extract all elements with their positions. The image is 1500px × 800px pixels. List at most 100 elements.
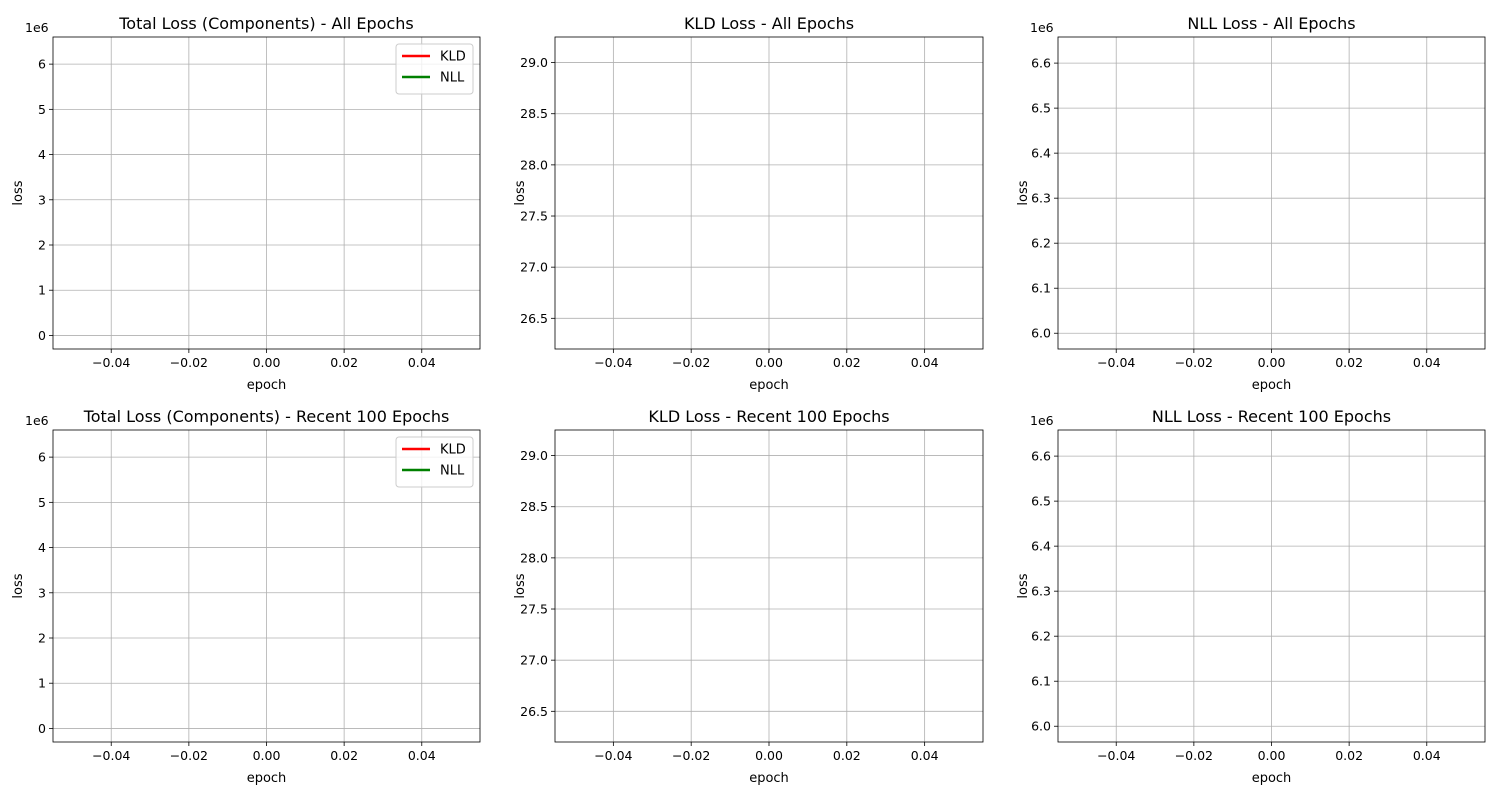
x-tick-label: −0.02 <box>1175 748 1213 763</box>
x-axis-label: epoch <box>1252 378 1292 393</box>
y-tick-label: 6.1 <box>1031 281 1051 296</box>
y-tick-label: 6.5 <box>1031 101 1051 116</box>
y-axis-label: loss <box>1016 573 1031 598</box>
chart-panel-1: −0.04 −0.02 0.00 0.02 0.04 0 1 2 3 4 5 6 1e6 Total Lo… <box>11 14 481 393</box>
y-tick-label: 6.2 <box>1031 236 1051 251</box>
x-tick-label: −0.04 <box>594 748 632 763</box>
legend-label-kld: KLD <box>440 50 466 65</box>
x-tick-label: −0.02 <box>672 355 710 370</box>
y-axis-label: loss <box>11 180 26 205</box>
y-tick-label: 2 <box>38 238 46 253</box>
y-tick-label: 0 <box>38 328 46 343</box>
y-tick-label: 6.1 <box>1031 674 1051 689</box>
chart-title: KLD Loss - Recent 100 Epochs <box>648 407 889 426</box>
chart-panel-4: −0.04 −0.02 0.00 0.02 0.04 0 1 2 3 4 5 6 1e6 Total Lo… <box>11 407 481 786</box>
y-tick-label: 5 <box>38 495 46 510</box>
x-tick-label: 0.02 <box>1335 355 1363 370</box>
chart-title: KLD Loss - All Epochs <box>684 14 854 33</box>
y-tick-label: 2 <box>38 631 46 646</box>
x-tick-label: 0.04 <box>1413 748 1441 763</box>
legend-label-kld: KLD <box>440 443 466 458</box>
y-tick-label: 0 <box>38 721 46 736</box>
y-tick-label: 28.5 <box>520 106 548 121</box>
x-tick-label: 0.00 <box>253 355 281 370</box>
y-tick-label: 6.3 <box>1031 191 1051 206</box>
x-tick-label: −0.04 <box>92 355 130 370</box>
y-axis-label: loss <box>1016 180 1031 205</box>
legend: KLD NLL <box>395 436 474 488</box>
axis-offset-text: 1e6 <box>1030 20 1054 35</box>
y-tick-label: 6.6 <box>1031 56 1051 71</box>
axis-offset-text: 1e6 <box>1030 413 1054 428</box>
y-tick-label: 6.4 <box>1031 539 1051 554</box>
axis-offset-text: 1e6 <box>25 413 49 428</box>
y-tick-label: 27.5 <box>520 602 548 617</box>
y-axis-label: loss <box>513 180 528 205</box>
x-tick-label: −0.04 <box>1097 748 1135 763</box>
y-tick-label: 1 <box>38 676 46 691</box>
y-tick-label: 26.5 <box>520 704 548 719</box>
y-tick-label: 3 <box>38 585 46 600</box>
chart-panel-3: −0.04 −0.02 0.00 0.02 0.04 6.0 6.1 6.2 6.3 6.4 6.5… <box>1016 14 1486 393</box>
chart-panel-6: −0.04 −0.02 0.00 0.02 0.04 6.0 6.1 6.2 6.3 6.4 6.5… <box>1016 407 1486 786</box>
x-tick-label: 0.04 <box>911 355 939 370</box>
x-tick-label: 0.04 <box>1413 355 1441 370</box>
y-tick-label: 3 <box>38 192 46 207</box>
y-tick-label: 6.5 <box>1031 494 1051 509</box>
x-tick-label: 0.04 <box>408 355 436 370</box>
chart-title: Total Loss (Components) - All Epochs <box>118 14 414 33</box>
y-tick-label: 27.0 <box>520 653 548 668</box>
x-tick-label: 0.02 <box>833 355 861 370</box>
y-tick-label: 27.5 <box>520 209 548 224</box>
x-axis-label: epoch <box>749 378 789 393</box>
y-tick-label: 29.0 <box>520 55 548 70</box>
y-tick-label: 6.3 <box>1031 584 1051 599</box>
y-tick-label: 6.0 <box>1031 326 1051 341</box>
y-tick-label: 26.5 <box>520 311 548 326</box>
x-tick-label: −0.02 <box>1175 355 1213 370</box>
x-tick-label: 0.02 <box>330 748 358 763</box>
y-tick-label: 6.4 <box>1031 146 1051 161</box>
x-tick-label: −0.04 <box>1097 355 1135 370</box>
y-tick-label: 5 <box>38 102 46 117</box>
y-tick-label: 4 <box>38 147 46 162</box>
legend-label-nll: NLL <box>440 71 465 86</box>
legend-label-nll: NLL <box>440 464 465 479</box>
axis-offset-text: 1e6 <box>25 20 49 35</box>
chart-title: NLL Loss - All Epochs <box>1187 14 1355 33</box>
y-tick-label: 6 <box>38 57 46 72</box>
x-tick-label: −0.04 <box>92 748 130 763</box>
y-tick-label: 6.0 <box>1031 719 1051 734</box>
x-tick-label: 0.00 <box>1258 748 1286 763</box>
x-tick-label: 0.00 <box>755 748 783 763</box>
y-tick-label: 6.6 <box>1031 449 1051 464</box>
y-tick-label: 1 <box>38 283 46 298</box>
x-tick-label: 0.02 <box>330 355 358 370</box>
y-tick-label: 28.0 <box>520 157 548 172</box>
x-tick-label: 0.00 <box>755 355 783 370</box>
x-tick-label: 0.02 <box>833 748 861 763</box>
x-tick-label: 0.02 <box>1335 748 1363 763</box>
chart-panel-5: −0.04 −0.02 0.00 0.02 0.04 26.5 27.0 27.5 28.0 28… <box>513 407 984 786</box>
x-axis-label: epoch <box>1252 771 1292 786</box>
x-tick-label: 0.04 <box>408 748 436 763</box>
x-tick-label: −0.02 <box>170 748 208 763</box>
y-axis-label: loss <box>513 573 528 598</box>
y-tick-label: 6.2 <box>1031 629 1051 644</box>
y-tick-label: 28.0 <box>520 550 548 565</box>
x-tick-label: −0.04 <box>594 355 632 370</box>
y-tick-label: 27.0 <box>520 260 548 275</box>
x-tick-label: 0.00 <box>1258 355 1286 370</box>
chart-panel-2: −0.04 −0.02 0.00 0.02 0.04 26.5 27.0 27.5 28.0 28… <box>513 14 984 393</box>
x-tick-label: 0.00 <box>253 748 281 763</box>
chart-title: Total Loss (Components) - Recent 100 Epo… <box>83 407 450 426</box>
x-tick-label: 0.04 <box>911 748 939 763</box>
chart-title: NLL Loss - Recent 100 Epochs <box>1152 407 1391 426</box>
x-axis-label: epoch <box>247 771 287 786</box>
y-tick-label: 28.5 <box>520 499 548 514</box>
y-tick-label: 29.0 <box>520 448 548 463</box>
y-axis-label: loss <box>11 573 26 598</box>
x-axis-label: epoch <box>247 378 287 393</box>
x-tick-label: −0.02 <box>672 748 710 763</box>
y-tick-label: 4 <box>38 540 46 555</box>
